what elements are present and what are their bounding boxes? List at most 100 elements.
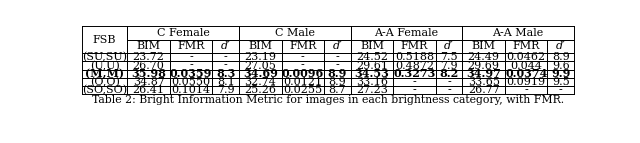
Text: C Female: C Female	[157, 28, 209, 38]
Bar	[127, 86, 170, 94]
Text: 0.1014: 0.1014	[172, 85, 211, 95]
Bar	[351, 70, 393, 78]
Bar	[324, 78, 351, 86]
Bar	[505, 61, 547, 70]
Text: (M,M): (M,M)	[85, 68, 124, 79]
Text: 0.0462: 0.0462	[507, 52, 546, 62]
Text: 26.41: 26.41	[132, 85, 164, 95]
Bar	[127, 26, 239, 40]
Bar	[436, 70, 462, 78]
Text: (SU,SU): (SU,SU)	[82, 52, 127, 62]
Bar	[393, 86, 436, 94]
Text: d′: d′	[556, 41, 566, 51]
Bar	[82, 78, 127, 86]
Text: 0.044: 0.044	[510, 61, 542, 70]
Bar	[462, 86, 505, 94]
Text: -: -	[335, 52, 339, 62]
Text: 32.74: 32.74	[244, 77, 276, 87]
Bar	[127, 61, 170, 70]
Text: 9.6: 9.6	[552, 61, 570, 70]
Text: (U,U): (U,U)	[90, 60, 120, 71]
Text: 9.5: 9.5	[552, 77, 570, 87]
Text: 0.0359: 0.0359	[170, 68, 212, 79]
Text: A-A Male: A-A Male	[493, 28, 544, 38]
Bar	[547, 53, 574, 61]
Text: 0.0255: 0.0255	[284, 85, 323, 95]
Text: 8.7: 8.7	[328, 85, 346, 95]
Bar	[547, 86, 574, 94]
Bar	[82, 53, 127, 61]
Bar	[170, 86, 212, 94]
Text: 8.1: 8.1	[217, 77, 235, 87]
Bar	[462, 61, 505, 70]
Bar	[239, 40, 282, 53]
Bar	[282, 53, 324, 61]
Text: -: -	[413, 85, 417, 95]
Bar	[505, 86, 547, 94]
Bar	[436, 53, 462, 61]
Bar	[212, 40, 239, 53]
Bar	[505, 70, 547, 78]
Bar	[393, 70, 436, 78]
Text: 34.87: 34.87	[132, 77, 164, 87]
Text: 24.49: 24.49	[468, 52, 500, 62]
Text: 34.97: 34.97	[466, 68, 501, 79]
Text: 0.4872: 0.4872	[395, 61, 434, 70]
Text: 8.9: 8.9	[328, 68, 347, 79]
Text: BIM: BIM	[360, 41, 384, 51]
Bar	[239, 70, 282, 78]
Text: d′: d′	[444, 41, 454, 51]
Bar	[282, 40, 324, 53]
Bar	[282, 86, 324, 94]
Bar	[436, 40, 462, 53]
Text: BIM: BIM	[248, 41, 272, 51]
Text: -: -	[301, 52, 305, 62]
Text: (O,O): (O,O)	[90, 77, 120, 87]
Text: 33.16: 33.16	[356, 77, 388, 87]
Text: 24.52: 24.52	[356, 52, 388, 62]
Text: Table 2: Bright Information Metric for images in each brightness category, with : Table 2: Bright Information Metric for i…	[92, 95, 564, 105]
Text: 0.0919: 0.0919	[507, 77, 546, 87]
Bar	[212, 61, 239, 70]
Bar	[547, 40, 574, 53]
Bar	[324, 70, 351, 78]
Bar	[127, 70, 170, 78]
Text: 0.0121: 0.0121	[284, 77, 323, 87]
Text: 23.72: 23.72	[132, 52, 164, 62]
Bar	[282, 78, 324, 86]
Bar	[82, 26, 127, 53]
Bar	[239, 26, 351, 40]
Text: 26.77: 26.77	[468, 85, 499, 95]
Text: 35.98: 35.98	[131, 68, 166, 79]
Bar	[436, 61, 462, 70]
Bar	[462, 78, 505, 86]
Text: FSB: FSB	[93, 35, 116, 45]
Text: 33.65: 33.65	[468, 77, 500, 87]
Text: 0.0374: 0.0374	[505, 68, 547, 79]
Bar	[505, 78, 547, 86]
Bar	[282, 61, 324, 70]
Bar	[82, 86, 127, 94]
Text: 7.5: 7.5	[440, 52, 458, 62]
Bar	[351, 40, 393, 53]
Bar	[547, 61, 574, 70]
Bar	[170, 40, 212, 53]
Bar	[393, 78, 436, 86]
Text: 0.0096: 0.0096	[282, 68, 324, 79]
Text: 7.9: 7.9	[440, 61, 458, 70]
Bar	[351, 53, 393, 61]
Bar	[82, 70, 127, 78]
Text: -: -	[447, 85, 451, 95]
Text: C Male: C Male	[275, 28, 315, 38]
Text: FMR: FMR	[513, 41, 540, 51]
Text: FMR: FMR	[289, 41, 317, 51]
Text: BIM: BIM	[136, 41, 161, 51]
Bar	[239, 78, 282, 86]
Text: -: -	[189, 61, 193, 70]
Bar	[239, 53, 282, 61]
Bar	[436, 78, 462, 86]
Bar	[351, 86, 393, 94]
Bar	[212, 86, 239, 94]
Bar	[324, 40, 351, 53]
Text: -: -	[189, 52, 193, 62]
